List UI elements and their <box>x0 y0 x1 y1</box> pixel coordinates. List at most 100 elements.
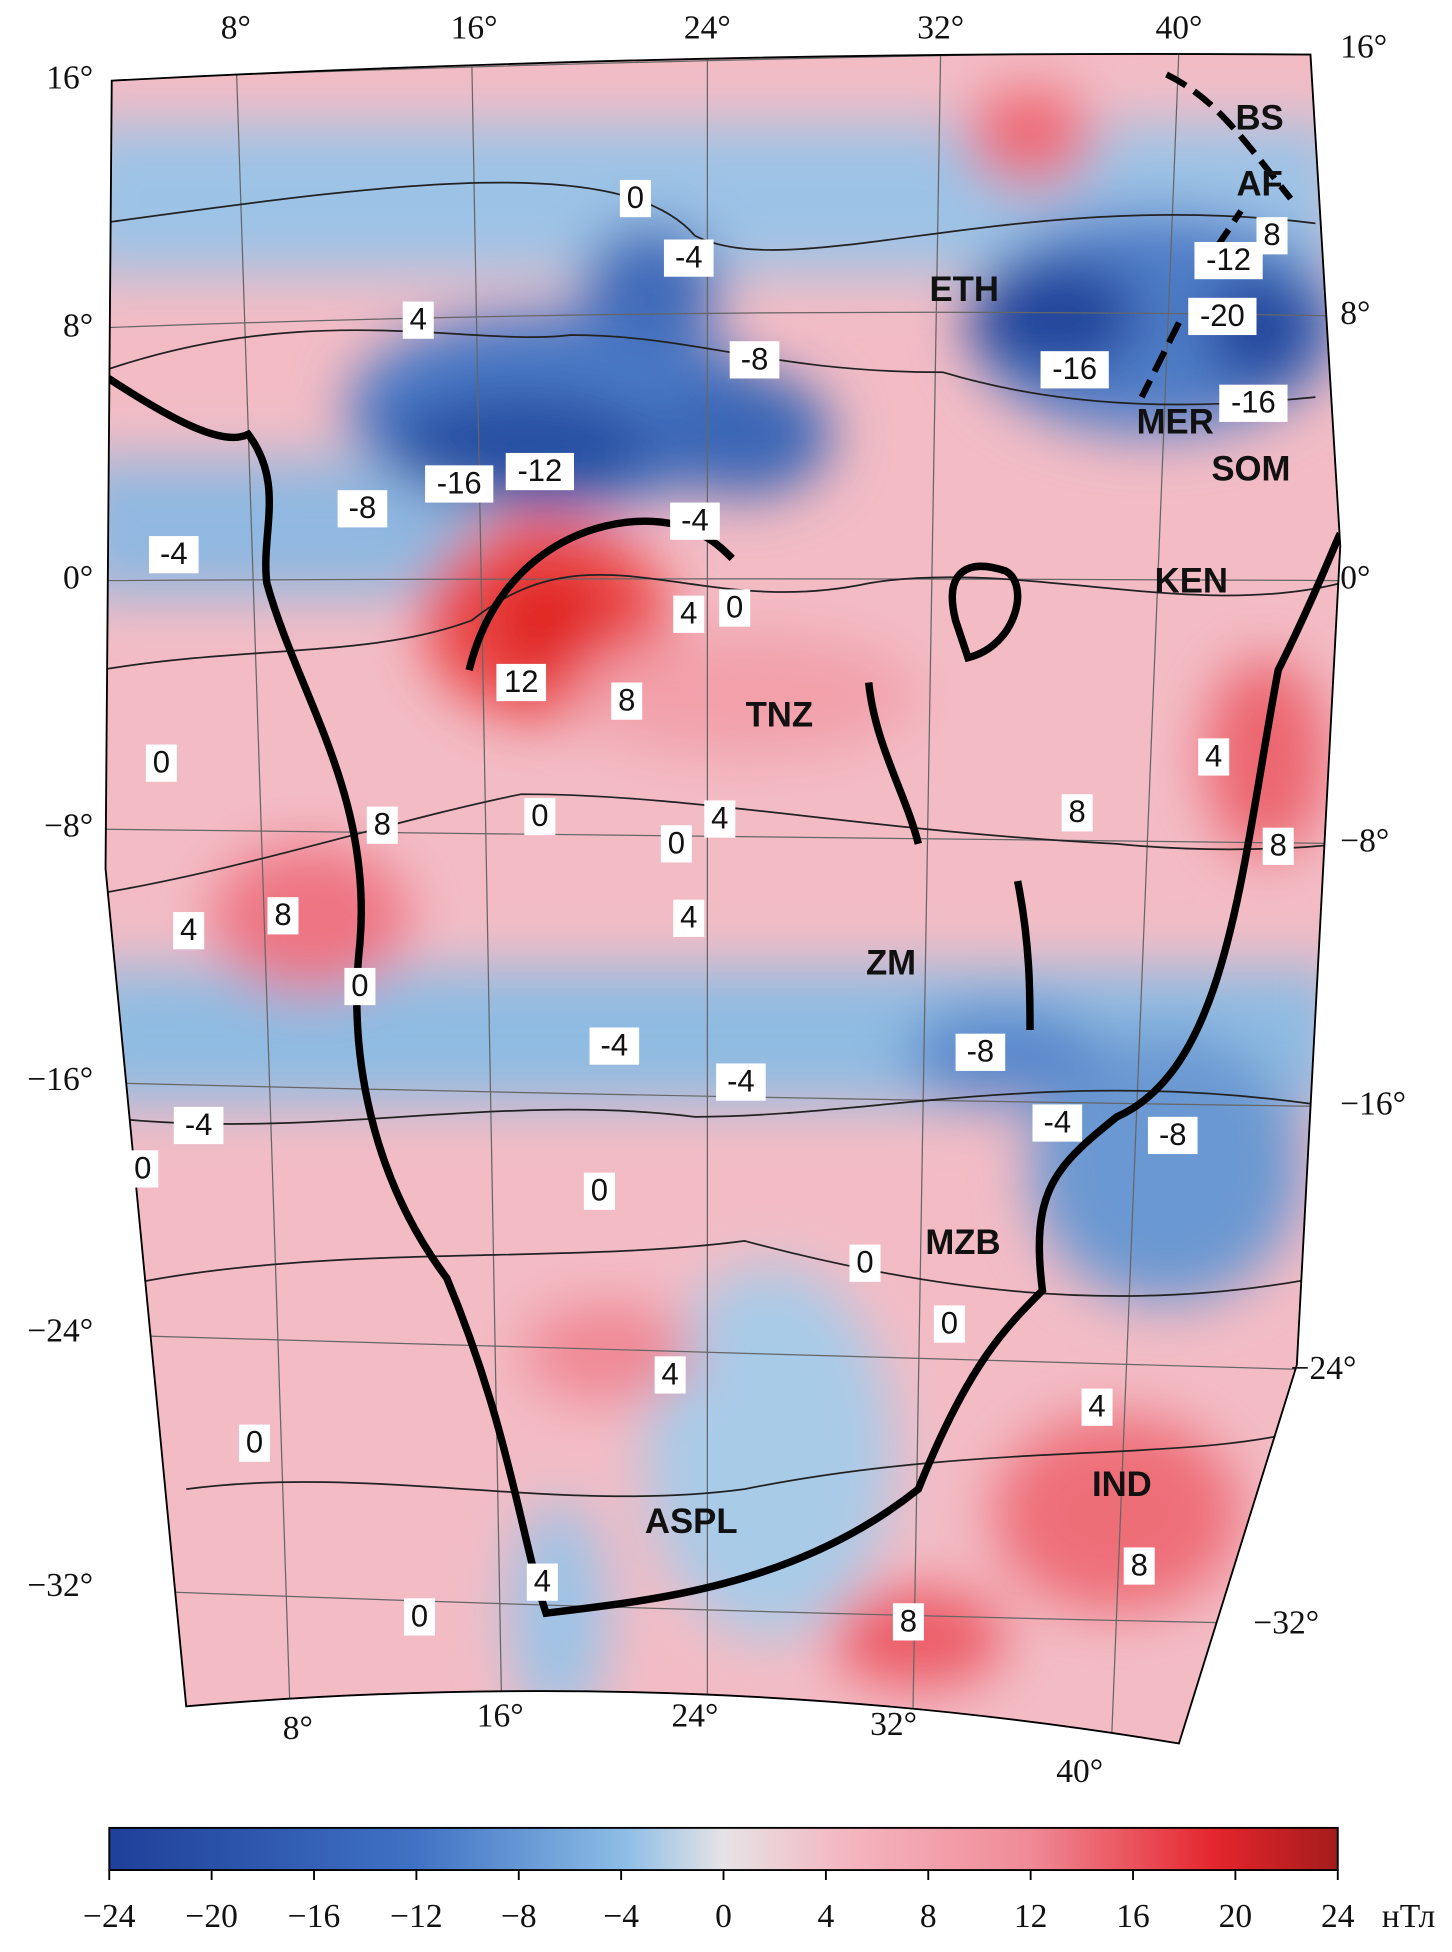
lat-label: 0° <box>1340 559 1370 596</box>
contour-label: 4 <box>711 800 728 835</box>
contour-label-bg <box>344 967 376 1006</box>
contour-label: 0 <box>351 968 368 1003</box>
map-frame <box>104 52 1342 1745</box>
contour-label-bg <box>955 1033 1006 1071</box>
contour-label: 4 <box>410 302 427 337</box>
contour-label: -12 <box>517 453 562 488</box>
colorbar-tick-label: −4 <box>603 1898 639 1935</box>
contour-label: 0 <box>856 1245 873 1280</box>
colorbar-tick-label: −8 <box>501 1898 537 1935</box>
contour-label-bg <box>589 1027 640 1065</box>
contour-label-bg <box>505 452 574 491</box>
contour-label: 0 <box>134 1150 151 1185</box>
map-labels: 16° 8° 0° −8° −16° −24° −32° 16° 8° 0° −8° −16° −24°… <box>27 10 1406 1790</box>
colorbar-tick-label: 20 <box>1219 1898 1253 1935</box>
contour-label: 4 <box>180 912 197 947</box>
colorbar <box>108 1826 1339 1871</box>
contour-label: 4 <box>1088 1389 1105 1424</box>
lon-label: 24° <box>672 1697 719 1734</box>
contour-label: 8 <box>1131 1547 1148 1582</box>
contour-label-bg <box>148 536 199 574</box>
contour-label: 12 <box>504 664 538 699</box>
region-label: ASPL <box>645 1503 738 1541</box>
colorbar-tick-label: 12 <box>1014 1898 1048 1935</box>
contour-label: -16 <box>1052 351 1097 386</box>
contour-label-bg <box>933 1305 965 1343</box>
contour-label: 8 <box>274 897 291 932</box>
contour-label-bg <box>238 1424 270 1462</box>
contour-label: -4 <box>185 1107 213 1142</box>
lon-label: 32° <box>870 1706 917 1743</box>
contour-label: -12 <box>1206 242 1251 277</box>
colorbar-tick-label: 4 <box>818 1898 835 1935</box>
contour-label-bg <box>1198 738 1230 776</box>
colorbar-tick-label: 16 <box>1116 1898 1150 1935</box>
contour-label: -16 <box>437 465 482 500</box>
contour-label-bg <box>1147 1116 1198 1155</box>
contour-label-bg <box>892 1603 924 1641</box>
contour-label-bg <box>719 589 751 627</box>
contour-label-bg <box>673 595 705 633</box>
contour-label-bg <box>663 239 714 277</box>
contour-label: -8 <box>741 341 769 376</box>
contour-label: 8 <box>618 683 635 718</box>
contour-label: -4 <box>675 240 703 275</box>
contour-label-bg <box>524 797 556 836</box>
colorbar-tick-label: 8 <box>920 1898 937 1935</box>
colorbar-tick-label: 0 <box>715 1898 732 1935</box>
lat-label: −16° <box>27 1061 93 1098</box>
region-label: ETH <box>930 271 999 309</box>
contour-label-bg <box>173 1106 224 1145</box>
contour-label-bg <box>402 301 434 339</box>
region-label: MER <box>1137 404 1214 442</box>
contour-label-bg <box>583 1172 615 1210</box>
anomaly-field <box>105 53 1341 1744</box>
contour-label: 4 <box>534 1564 551 1599</box>
contour-label: -4 <box>727 1064 755 1099</box>
lat-label: −32° <box>27 1567 93 1604</box>
contour-label: 0 <box>591 1173 608 1208</box>
region-label: IND <box>1092 1466 1152 1504</box>
contour-label: 0 <box>411 1598 428 1633</box>
contour-label: 4 <box>1205 738 1222 773</box>
lat-label: −8° <box>1340 823 1389 860</box>
contour-label-bg <box>660 825 692 863</box>
contour-label-bg <box>1081 1388 1113 1426</box>
lat-label: −8° <box>44 808 93 845</box>
contour-label-bg <box>716 1063 766 1101</box>
contour-label: 4 <box>662 1356 679 1391</box>
colorbar-ticks: −24 −20 −16 −12 −8 −4 0 4 8 12 16 20 24 <box>83 1870 1355 1935</box>
lon-label: 40° <box>1155 10 1202 47</box>
contour-label-bg <box>670 502 720 540</box>
contour-label-bg <box>496 663 547 702</box>
contour-label-bg <box>619 179 651 218</box>
contour-label: 4 <box>680 596 697 631</box>
contour-label: 0 <box>726 589 743 624</box>
lon-label: 16° <box>477 1697 524 1734</box>
contour-label-bg <box>1040 351 1109 389</box>
contour-label-bg <box>729 341 780 379</box>
contour-label-bg <box>267 897 299 935</box>
contour-label-bg <box>145 744 177 782</box>
lat-label: −24° <box>27 1313 93 1350</box>
contour-label: -8 <box>967 1034 995 1069</box>
lat-label: −24° <box>1291 1350 1357 1387</box>
contour-label-bg <box>1194 241 1263 280</box>
contour-label: 8 <box>374 807 391 842</box>
lat-label: −32° <box>1253 1604 1319 1641</box>
contour-label-bg <box>849 1244 881 1282</box>
contour-label-bg <box>1188 297 1257 336</box>
colorbar-tick-label: −20 <box>185 1898 237 1935</box>
contour-label: -4 <box>681 503 709 538</box>
lat-label: 8° <box>1340 295 1370 332</box>
region-label: ZM <box>866 945 916 983</box>
contour-label: -4 <box>601 1028 629 1063</box>
contour-label: 8 <box>900 1603 917 1638</box>
contour-label: 0 <box>153 745 170 780</box>
contour-label-bg <box>127 1150 159 1188</box>
region-label: SOM <box>1211 451 1290 489</box>
lat-label: 16° <box>1340 28 1387 65</box>
contour-label: -8 <box>349 490 377 525</box>
contour-label: -16 <box>1231 385 1276 420</box>
lat-label: 0° <box>63 559 93 596</box>
